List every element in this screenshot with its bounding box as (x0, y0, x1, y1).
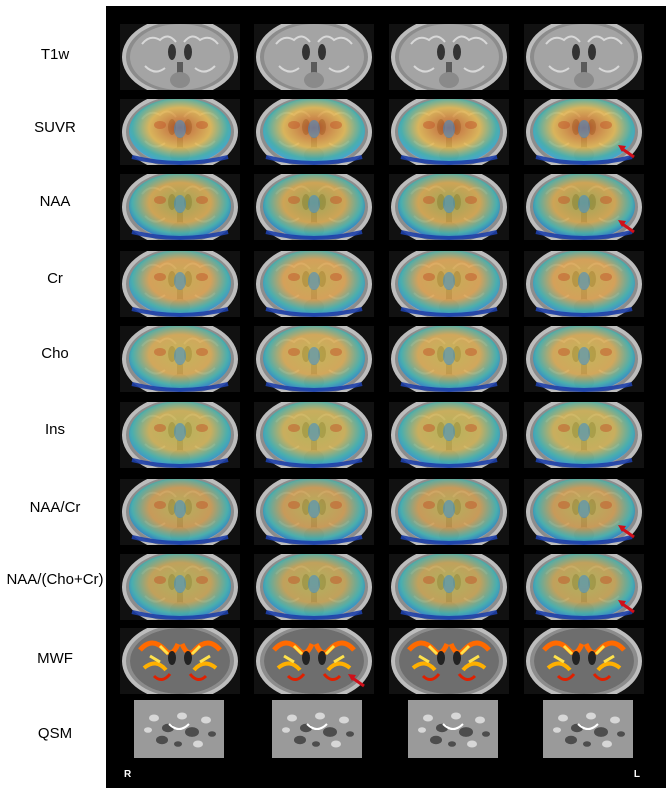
cr-map-image-2 (254, 251, 374, 317)
t1w-image-3 (389, 24, 509, 90)
red-arrow-icon (622, 149, 638, 159)
suvr-map-image-4 (524, 99, 644, 165)
row-label-suvr: SUVR (34, 119, 76, 136)
row-label-naa: NAA (39, 193, 71, 210)
qsm-image-2 (272, 700, 362, 758)
row-label-none: T1w (40, 46, 70, 63)
naacr-map-image-4 (524, 479, 644, 545)
cho-map-image-2 (254, 326, 374, 392)
row-label-qsm: QSM (37, 725, 73, 742)
ins-map-image-4 (524, 402, 644, 468)
mwf-map-image-4 (524, 628, 644, 694)
ins-map-image-2 (254, 402, 374, 468)
naacr-map-image-3 (389, 479, 509, 545)
t1w-image-1 (120, 24, 240, 90)
ins-map-image-1 (120, 402, 240, 468)
mwf-map-image-2 (254, 628, 374, 694)
red-arrow-icon (352, 678, 368, 688)
naachocr-map-image-2 (254, 554, 374, 620)
naa-map-image-2 (254, 174, 374, 240)
naa-map-image-1 (120, 174, 240, 240)
row-label-naacr: NAA/Cr (29, 499, 81, 516)
image-panel: R L (106, 6, 666, 788)
naa-map-image-3 (389, 174, 509, 240)
t1w-image-2 (254, 24, 374, 90)
cr-map-image-1 (120, 251, 240, 317)
suvr-map-image-3 (389, 99, 509, 165)
qsm-image-3 (408, 700, 498, 758)
ins-map-image-3 (389, 402, 509, 468)
naachocr-map-image-4 (524, 554, 644, 620)
naa-map-image-4 (524, 174, 644, 240)
red-arrow-icon (622, 529, 638, 539)
row-labels: T1w SUVR NAA Cr Cho Ins NAA/Cr NAA/(Cho+Cr) MWF Q… (0, 0, 106, 790)
red-arrow-icon (622, 224, 638, 234)
row-label-cr: Cr (47, 270, 63, 287)
qsm-image-4 (543, 700, 633, 758)
naacr-map-image-2 (254, 479, 374, 545)
cho-map-image-3 (389, 326, 509, 392)
row-label-cho: Cho (41, 345, 69, 362)
row-label-mwf: MWF (37, 650, 73, 667)
orientation-right-marker: R (124, 769, 132, 780)
orientation-left-marker: L (633, 769, 640, 780)
naachocr-map-image-1 (120, 554, 240, 620)
cho-map-image-4 (524, 326, 644, 392)
suvr-map-image-1 (120, 99, 240, 165)
naacr-map-image-1 (120, 479, 240, 545)
cr-map-image-3 (389, 251, 509, 317)
cho-map-image-1 (120, 326, 240, 392)
suvr-map-image-2 (254, 99, 374, 165)
row-label-naachocr: NAA/(Cho+Cr) (6, 571, 104, 588)
row-label-ins: Ins (44, 421, 65, 438)
t1w-image-4 (524, 24, 644, 90)
cr-map-image-4 (524, 251, 644, 317)
qsm-image-1 (134, 700, 224, 758)
mwf-map-image-3 (389, 628, 509, 694)
naachocr-map-image-3 (389, 554, 509, 620)
red-arrow-icon (622, 604, 638, 614)
mwf-map-image-1 (120, 628, 240, 694)
